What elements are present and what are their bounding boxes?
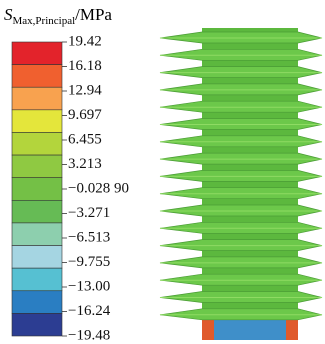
base-hot [286, 320, 298, 340]
color-band [12, 87, 62, 110]
color-band [12, 291, 62, 314]
legend-label: −16.24 [68, 303, 111, 319]
legend-label: −0.028 90 [68, 180, 129, 196]
legend-label: 9.697 [68, 107, 102, 123]
color-band [12, 223, 62, 246]
legend-label: −9.755 [68, 254, 110, 270]
figure: SMax,Principal/MPa 19.42 16.18 12.94 9.697 6… [0, 0, 325, 344]
title-subscript: Max,Principal [13, 15, 76, 27]
color-band [12, 65, 62, 88]
legend-label: −13.00 [68, 278, 110, 294]
legend-label: 16.18 [68, 58, 102, 74]
title-unit: /MPa [75, 5, 112, 24]
legend-label: 12.94 [68, 82, 102, 98]
color-band [12, 155, 62, 178]
color-band [12, 132, 62, 155]
bellows-model [160, 28, 322, 340]
legend-label: 19.42 [68, 33, 102, 49]
color-band [12, 200, 62, 223]
legend-label: 3.213 [68, 156, 102, 172]
legend-title: SMax,Principal/MPa [4, 5, 112, 27]
color-band [12, 268, 62, 291]
base-hot [202, 320, 214, 340]
colorbar: 19.42 16.18 12.94 9.697 6.455 3.213 −0.028 90 −… [12, 33, 129, 343]
legend-label: 6.455 [68, 131, 102, 147]
color-band [12, 42, 62, 65]
legend-label: −3.271 [68, 205, 110, 221]
color-band [12, 246, 62, 269]
color-band [12, 178, 62, 201]
base [202, 318, 298, 340]
legend-label: −19.48 [68, 327, 110, 343]
legend-label: −6.513 [68, 229, 110, 245]
color-band [12, 313, 62, 336]
color-band [12, 110, 62, 133]
